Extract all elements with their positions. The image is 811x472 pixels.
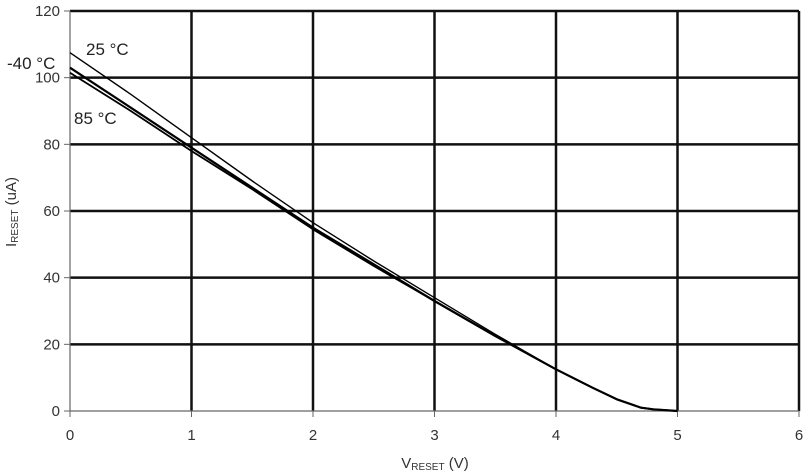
tick-labels: 0 20 40 60 80 100 120 0 1 2 3 4 5 6 [35, 3, 803, 444]
x-tick-label-5: 5 [673, 427, 681, 444]
y-axis-label-sub: RESET [10, 210, 21, 243]
annotation-25c: 25 °C [86, 40, 129, 59]
annotation-minus40c: -40 °C [7, 54, 55, 73]
axes [64, 10, 800, 417]
x-axis-label-main: V [401, 455, 411, 472]
y-tick-label-60: 60 [43, 203, 60, 220]
x-tick-label-2: 2 [309, 427, 317, 444]
annotation-85c: 85 °C [74, 109, 117, 128]
series-line-2 [69, 71, 678, 412]
x-axis-label-sub: RESET [411, 462, 444, 472]
x-tick-label-1: 1 [187, 427, 195, 444]
y-axis-label: IRESET (uA) [3, 177, 21, 247]
y-tick-label-0: 0 [52, 403, 60, 420]
series-line-0 [69, 52, 678, 412]
series-line-1 [69, 66, 678, 413]
y-tick-label-120: 120 [35, 3, 60, 20]
y-tick-label-20: 20 [43, 336, 60, 353]
y-axis-label-main: I [3, 243, 20, 247]
grid [70, 9, 801, 411]
x-axis-label-unit: (V) [445, 455, 469, 472]
x-tick-label-6: 6 [795, 427, 803, 444]
y-axis-label-unit: (uA) [3, 177, 20, 210]
y-tick-label-40: 40 [43, 270, 60, 287]
x-tick-label-3: 3 [430, 427, 438, 444]
y-tick-label-80: 80 [43, 136, 60, 153]
x-tick-label-0: 0 [66, 427, 74, 444]
x-axis-label: VRESET (V) [401, 455, 469, 472]
y-tick-label-100: 100 [35, 70, 60, 87]
series-lines [69, 52, 678, 413]
x-tick-label-4: 4 [552, 427, 560, 444]
